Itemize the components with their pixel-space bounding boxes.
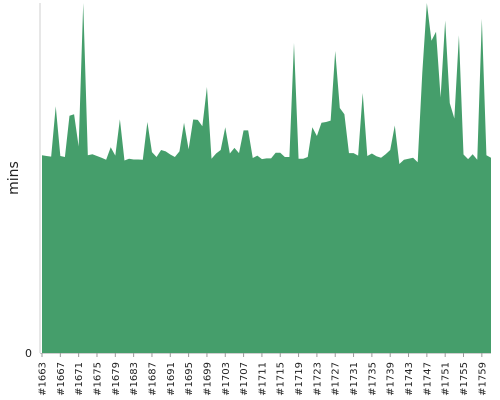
x-tick-label: #1675 [92, 362, 103, 396]
x-tick-label: #1747 [422, 362, 433, 396]
y-axis: 0 [25, 3, 41, 360]
series-area [42, 3, 491, 353]
x-tick-label: #1671 [74, 362, 85, 396]
x-tick-label: #1703 [221, 362, 232, 396]
x-tick-label: #1699 [202, 362, 213, 396]
x-tick-label: #1723 [312, 362, 323, 396]
x-tick-label: #1667 [56, 362, 67, 396]
x-tick-label: #1663 [38, 362, 49, 396]
x-tick-label: #1735 [367, 362, 378, 396]
plot-area [42, 3, 491, 353]
x-tick-label: #1743 [404, 362, 415, 396]
x-tick-label: #1759 [477, 362, 488, 396]
x-tick-label: #1751 [441, 362, 452, 396]
x-tick-label: #1711 [257, 362, 268, 396]
x-tick-label: #1679 [111, 362, 122, 396]
x-tick-label: #1695 [184, 362, 195, 396]
x-axis: #1663 #1667 #1671 #1675 #1679 #1683 #1687 #1691… [38, 353, 491, 396]
x-tick-label: #1731 [349, 362, 360, 396]
y-tick-label: 0 [25, 347, 32, 360]
y-axis-label: mins [6, 161, 22, 195]
x-tick-label: #1707 [239, 362, 250, 396]
x-tick-label: #1683 [129, 362, 140, 396]
x-tick-label: #1719 [294, 362, 305, 396]
x-tick-label: #1687 [147, 362, 158, 396]
x-tick-label: #1739 [386, 362, 397, 396]
x-tick-label: #1715 [276, 362, 287, 396]
x-tick-label: #1691 [166, 362, 177, 396]
x-tick-label: #1727 [331, 362, 342, 396]
x-tick-label: #1755 [459, 362, 470, 396]
